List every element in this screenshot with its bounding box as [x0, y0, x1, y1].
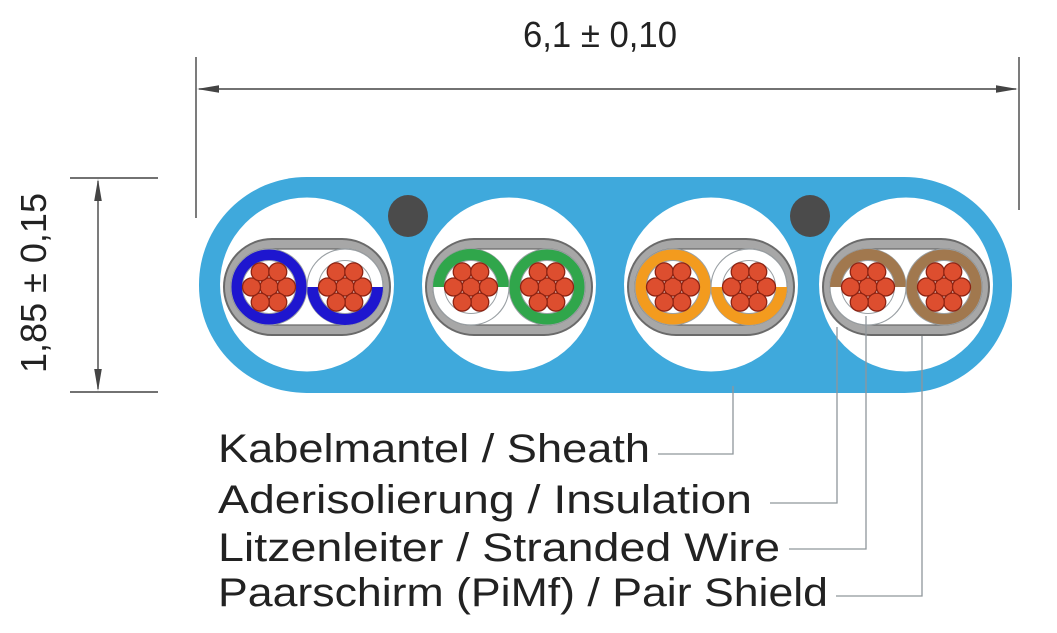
strand: [452, 292, 472, 312]
strand: [654, 262, 674, 282]
label-sheath: Kabelmantel / Sheath: [218, 427, 650, 471]
label-pair-shield: Paarschirm (PiMf) / Pair Shield: [218, 571, 828, 615]
strand: [951, 277, 972, 297]
strand: [519, 277, 540, 297]
strand: [326, 262, 346, 282]
strand: [943, 262, 963, 282]
strand: [546, 292, 566, 312]
strand: [344, 292, 364, 312]
strand: [849, 292, 869, 312]
strand: [250, 262, 270, 282]
strand: [317, 277, 338, 297]
orange-pair: [627, 238, 795, 336]
strand: [452, 262, 472, 282]
arrowhead-left-icon: [197, 85, 219, 93]
strand: [645, 277, 666, 297]
wire-pairs: [223, 238, 990, 336]
strand: [326, 292, 346, 312]
height-dimension-label: 1,85 ± 0,15: [13, 193, 54, 373]
strand: [470, 292, 490, 312]
strand: [352, 277, 373, 297]
strand: [875, 277, 896, 297]
strand: [721, 277, 742, 297]
strand: [470, 262, 490, 282]
filler-dot-2: [790, 195, 830, 237]
dimension-height: 1,85 ± 0,15: [13, 177, 158, 393]
strand: [925, 292, 945, 312]
strand: [268, 262, 288, 282]
strand: [916, 277, 937, 297]
strand: [867, 292, 887, 312]
strand: [344, 262, 364, 282]
strand: [867, 262, 887, 282]
strand: [528, 292, 548, 312]
arrowhead-down-icon: [94, 369, 102, 391]
strand: [756, 277, 777, 297]
label-insulation: Aderisolierung / Insulation: [218, 478, 752, 522]
strand: [849, 262, 869, 282]
green-pair: [425, 238, 593, 336]
strand: [528, 262, 548, 282]
strand: [276, 277, 297, 297]
leader-lines: [658, 316, 923, 597]
strand: [730, 262, 750, 282]
label-stranded-wire: Litzenleiter / Stranded Wire: [218, 526, 780, 570]
blue-pair: [223, 238, 391, 336]
strand: [925, 262, 945, 282]
strand: [546, 262, 566, 282]
filler-dot-1: [388, 195, 428, 237]
strand: [241, 277, 262, 297]
width-dimension-label: 6,1 ± 0,10: [523, 14, 677, 55]
strand: [943, 292, 963, 312]
strand: [672, 262, 692, 282]
arrowhead-right-icon: [996, 85, 1018, 93]
strand: [748, 292, 768, 312]
strand: [443, 277, 464, 297]
strand: [680, 277, 701, 297]
dimension-width: 6,1 ± 0,10: [195, 14, 1020, 218]
cable-body: [199, 177, 1012, 393]
strand: [478, 277, 499, 297]
callout-labels: Kabelmantel / Sheath Aderisolierung / In…: [218, 427, 828, 615]
brown-pair: [822, 238, 990, 336]
strand: [672, 292, 692, 312]
strand: [840, 277, 861, 297]
strand: [654, 292, 674, 312]
leader-pair-shield: [836, 336, 923, 597]
strand: [554, 277, 575, 297]
strand: [268, 292, 288, 312]
strand: [748, 262, 768, 282]
leader-sheath: [658, 386, 734, 455]
leader-insulation: [770, 327, 838, 504]
leader-stranded-wire: [789, 316, 867, 550]
strand: [730, 292, 750, 312]
strand: [250, 292, 270, 312]
arrowhead-up-icon: [94, 179, 102, 201]
